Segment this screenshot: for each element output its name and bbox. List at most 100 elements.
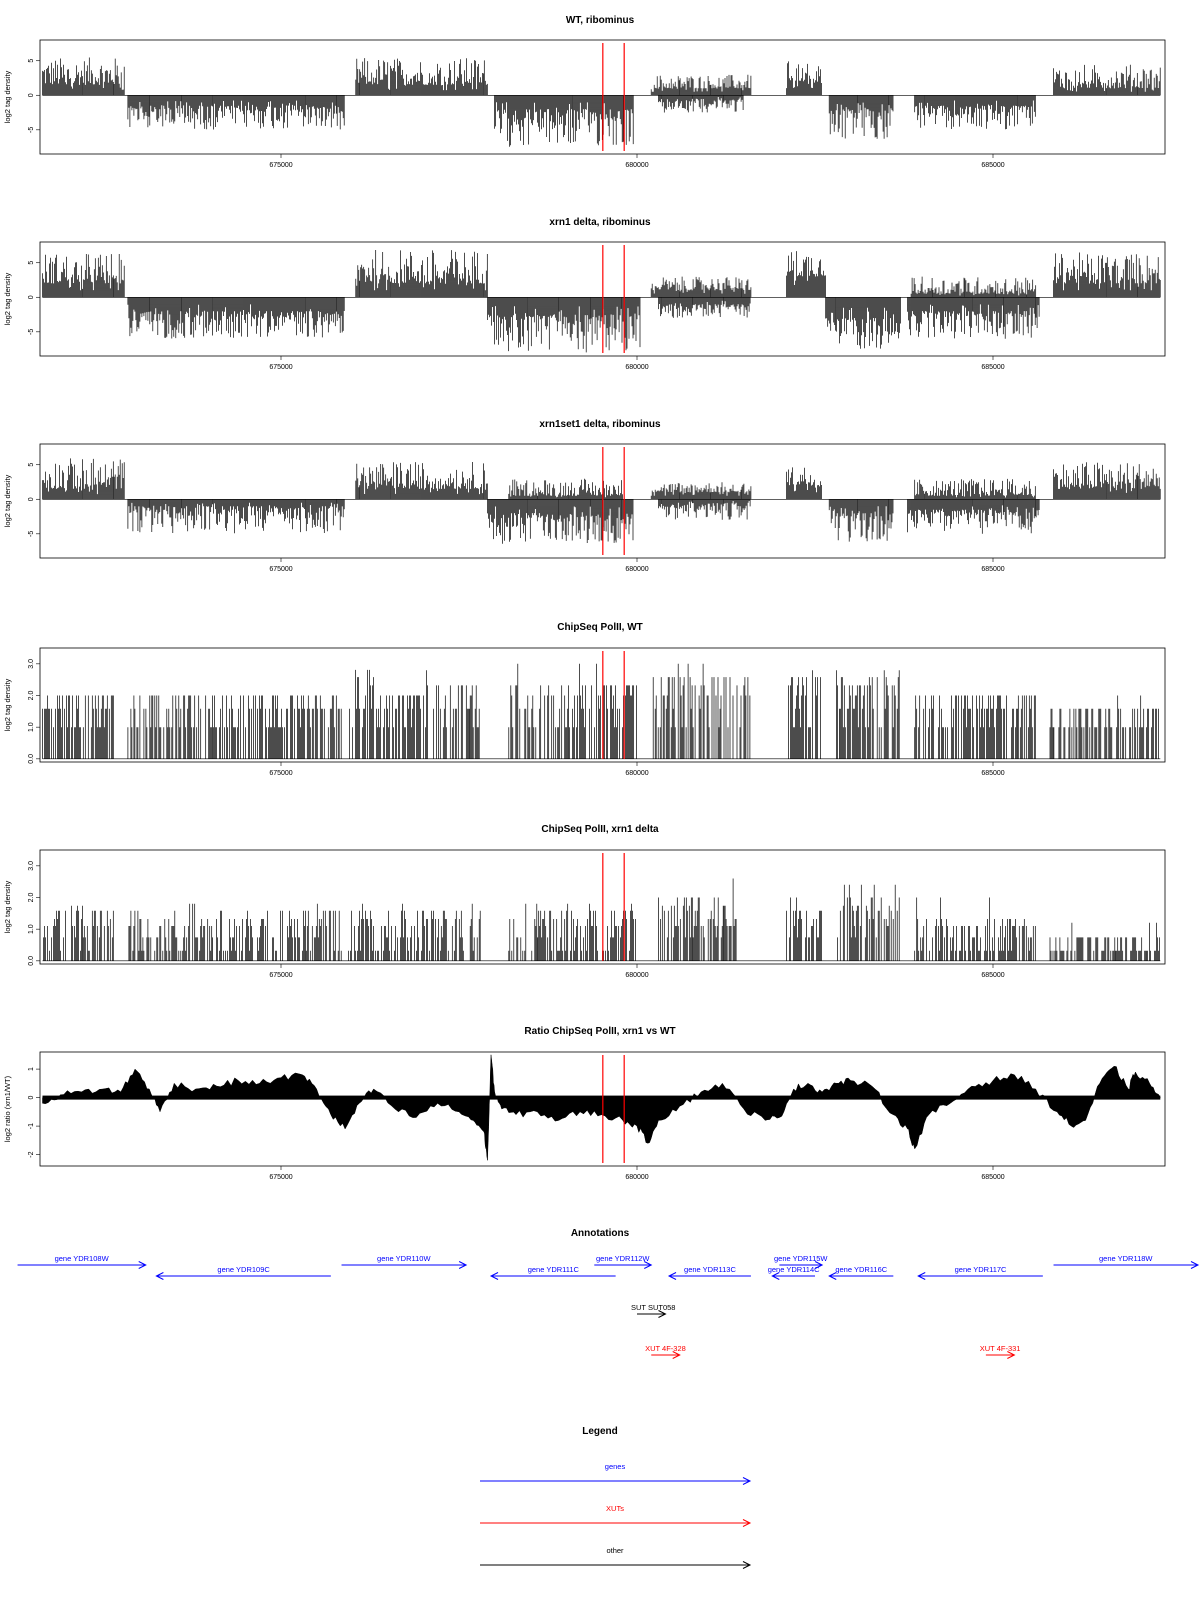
annotation-label: gene YDR110W xyxy=(377,1254,431,1263)
x-tick-label: 685000 xyxy=(981,364,1004,371)
y-tick-label: 5 xyxy=(28,261,35,265)
signal-bars xyxy=(43,878,1160,961)
x-tick-label: 685000 xyxy=(981,566,1004,573)
panel-title: WT, ribominus xyxy=(566,15,635,26)
signal-bars xyxy=(42,663,1159,759)
y-tick-label: 0 xyxy=(28,295,35,299)
plot-frame xyxy=(39,647,1166,763)
annotation-label: gene YDR116C xyxy=(835,1265,887,1274)
x-tick-label: 685000 xyxy=(981,972,1004,979)
annotation-label: gene YDR115W xyxy=(774,1254,828,1263)
y-tick-label: 0.0 xyxy=(28,754,35,764)
plot-frame xyxy=(39,849,1166,965)
annotation-label: gene YDR117C xyxy=(955,1265,1007,1274)
legend-arrow xyxy=(480,1561,752,1569)
x-tick-label: 675000 xyxy=(269,1174,292,1181)
gene-arrow xyxy=(779,1261,824,1269)
gene-arrow xyxy=(1053,1261,1200,1269)
y-axis-label: log2 tag density xyxy=(3,272,12,325)
other-arrow xyxy=(637,1310,667,1318)
annotation-label: gene YDR112W xyxy=(596,1254,650,1263)
plot-frame xyxy=(39,443,1166,559)
annotations-title: Annotations xyxy=(571,1228,630,1239)
panel-title: Ratio ChipSeq PolII, xrn1 vs WT xyxy=(524,1026,675,1037)
y-tick-label: 3.0 xyxy=(28,861,35,871)
x-tick-label: 675000 xyxy=(269,566,292,573)
legend-item: genes xyxy=(480,1462,752,1485)
y-tick-label: -5 xyxy=(28,531,35,537)
x-tick-label: 675000 xyxy=(269,770,292,777)
annotation-label: gene YDR108W xyxy=(55,1254,110,1263)
signal-bars xyxy=(42,250,1161,353)
y-axis-label: log2 ratio (xrn1/WT) xyxy=(3,1075,12,1142)
legend-arrow xyxy=(480,1477,752,1485)
baseline xyxy=(42,1095,1161,1100)
y-tick-label: -5 xyxy=(28,127,35,133)
y-tick-label: 3.0 xyxy=(28,659,35,669)
x-tick-label: 680000 xyxy=(625,770,648,777)
panel-title: ChipSeq PolII, WT xyxy=(557,622,643,633)
xut-arrow xyxy=(651,1351,681,1359)
y-tick-label: 0 xyxy=(28,1096,35,1100)
panel-title: xrn1 delta, ribominus xyxy=(549,217,651,228)
y-tick-label: 1.0 xyxy=(28,924,35,934)
gene-arrow xyxy=(771,1272,815,1280)
x-tick-label: 680000 xyxy=(625,162,648,169)
y-tick-label: -5 xyxy=(28,329,35,335)
legend-item: XUTs xyxy=(480,1504,752,1527)
x-tick-label: 680000 xyxy=(625,972,648,979)
annotations-track: Annotations gene YDR108W gene YDR109C gene… xyxy=(17,1228,1200,1359)
gene-arrow xyxy=(155,1272,331,1280)
y-axis-label: log2 tag density xyxy=(3,880,12,933)
y-tick-label: 0 xyxy=(28,93,35,97)
x-tick-label: 675000 xyxy=(269,972,292,979)
legend: Legend genes XUTs other xyxy=(480,1426,752,1569)
annotation-label: gene YDR109C xyxy=(217,1265,270,1274)
plot-frame xyxy=(39,1051,1166,1167)
gene-arrow xyxy=(594,1261,653,1269)
panel-title: xrn1set1 delta, ribominus xyxy=(539,419,661,430)
y-tick-label: 1 xyxy=(28,1067,35,1071)
gene-arrow xyxy=(489,1272,616,1280)
x-tick-label: 680000 xyxy=(625,1174,648,1181)
track-panel-5: ChipSeq PolII, xrn1 delta 0.0 1.0 2.0 3.0 log… xyxy=(3,824,1166,979)
y-tick-label: 0.0 xyxy=(28,956,35,966)
signal-bars xyxy=(42,57,1161,147)
track-panel-4: ChipSeq PolII, WT 0.0 1.0 2.0 3.0 log2 tag de… xyxy=(3,622,1166,777)
plot-frame xyxy=(39,39,1166,155)
y-tick-label: 5 xyxy=(28,59,35,63)
ratio-area xyxy=(42,1054,1161,1161)
annotation-label: XUT 4F-328 xyxy=(645,1344,686,1353)
legend-item-label: other xyxy=(606,1546,624,1555)
y-axis-label: log2 tag density xyxy=(3,678,12,731)
x-tick-label: 680000 xyxy=(625,364,648,371)
legend-title: Legend xyxy=(582,1426,618,1437)
xut-arrow xyxy=(985,1351,1016,1359)
legend-item-label: XUTs xyxy=(606,1504,624,1513)
signal-bars xyxy=(42,458,1161,544)
y-tick-label: 1.0 xyxy=(28,722,35,732)
x-tick-label: 685000 xyxy=(981,1174,1004,1181)
y-axis-label: log2 tag density xyxy=(3,474,12,527)
legend-item: other xyxy=(480,1546,752,1569)
x-tick-label: 685000 xyxy=(981,162,1004,169)
x-tick-label: 680000 xyxy=(625,566,648,573)
x-tick-label: 685000 xyxy=(981,770,1004,777)
panel-title: ChipSeq PolII, xrn1 delta xyxy=(541,824,659,835)
y-tick-label: 5 xyxy=(28,463,35,467)
legend-item-label: genes xyxy=(605,1462,626,1471)
plot-frame xyxy=(39,241,1166,357)
x-tick-label: 675000 xyxy=(269,364,292,371)
gene-arrow xyxy=(917,1272,1043,1280)
y-tick-label: -1 xyxy=(28,1123,35,1129)
gene-arrow xyxy=(667,1272,751,1280)
x-tick-label: 675000 xyxy=(269,162,292,169)
track-panel-3: xrn1set1 delta, ribominus -5 0 5 log2 tag de… xyxy=(3,419,1166,573)
gene-arrow xyxy=(341,1261,468,1269)
annotation-label: SUT SUT058 xyxy=(631,1303,675,1312)
y-axis-label: log2 tag density xyxy=(3,70,12,123)
y-tick-label: 0 xyxy=(28,497,35,501)
y-tick-label: 2.0 xyxy=(28,691,35,701)
annotation-label: gene YDR114C xyxy=(768,1265,820,1274)
